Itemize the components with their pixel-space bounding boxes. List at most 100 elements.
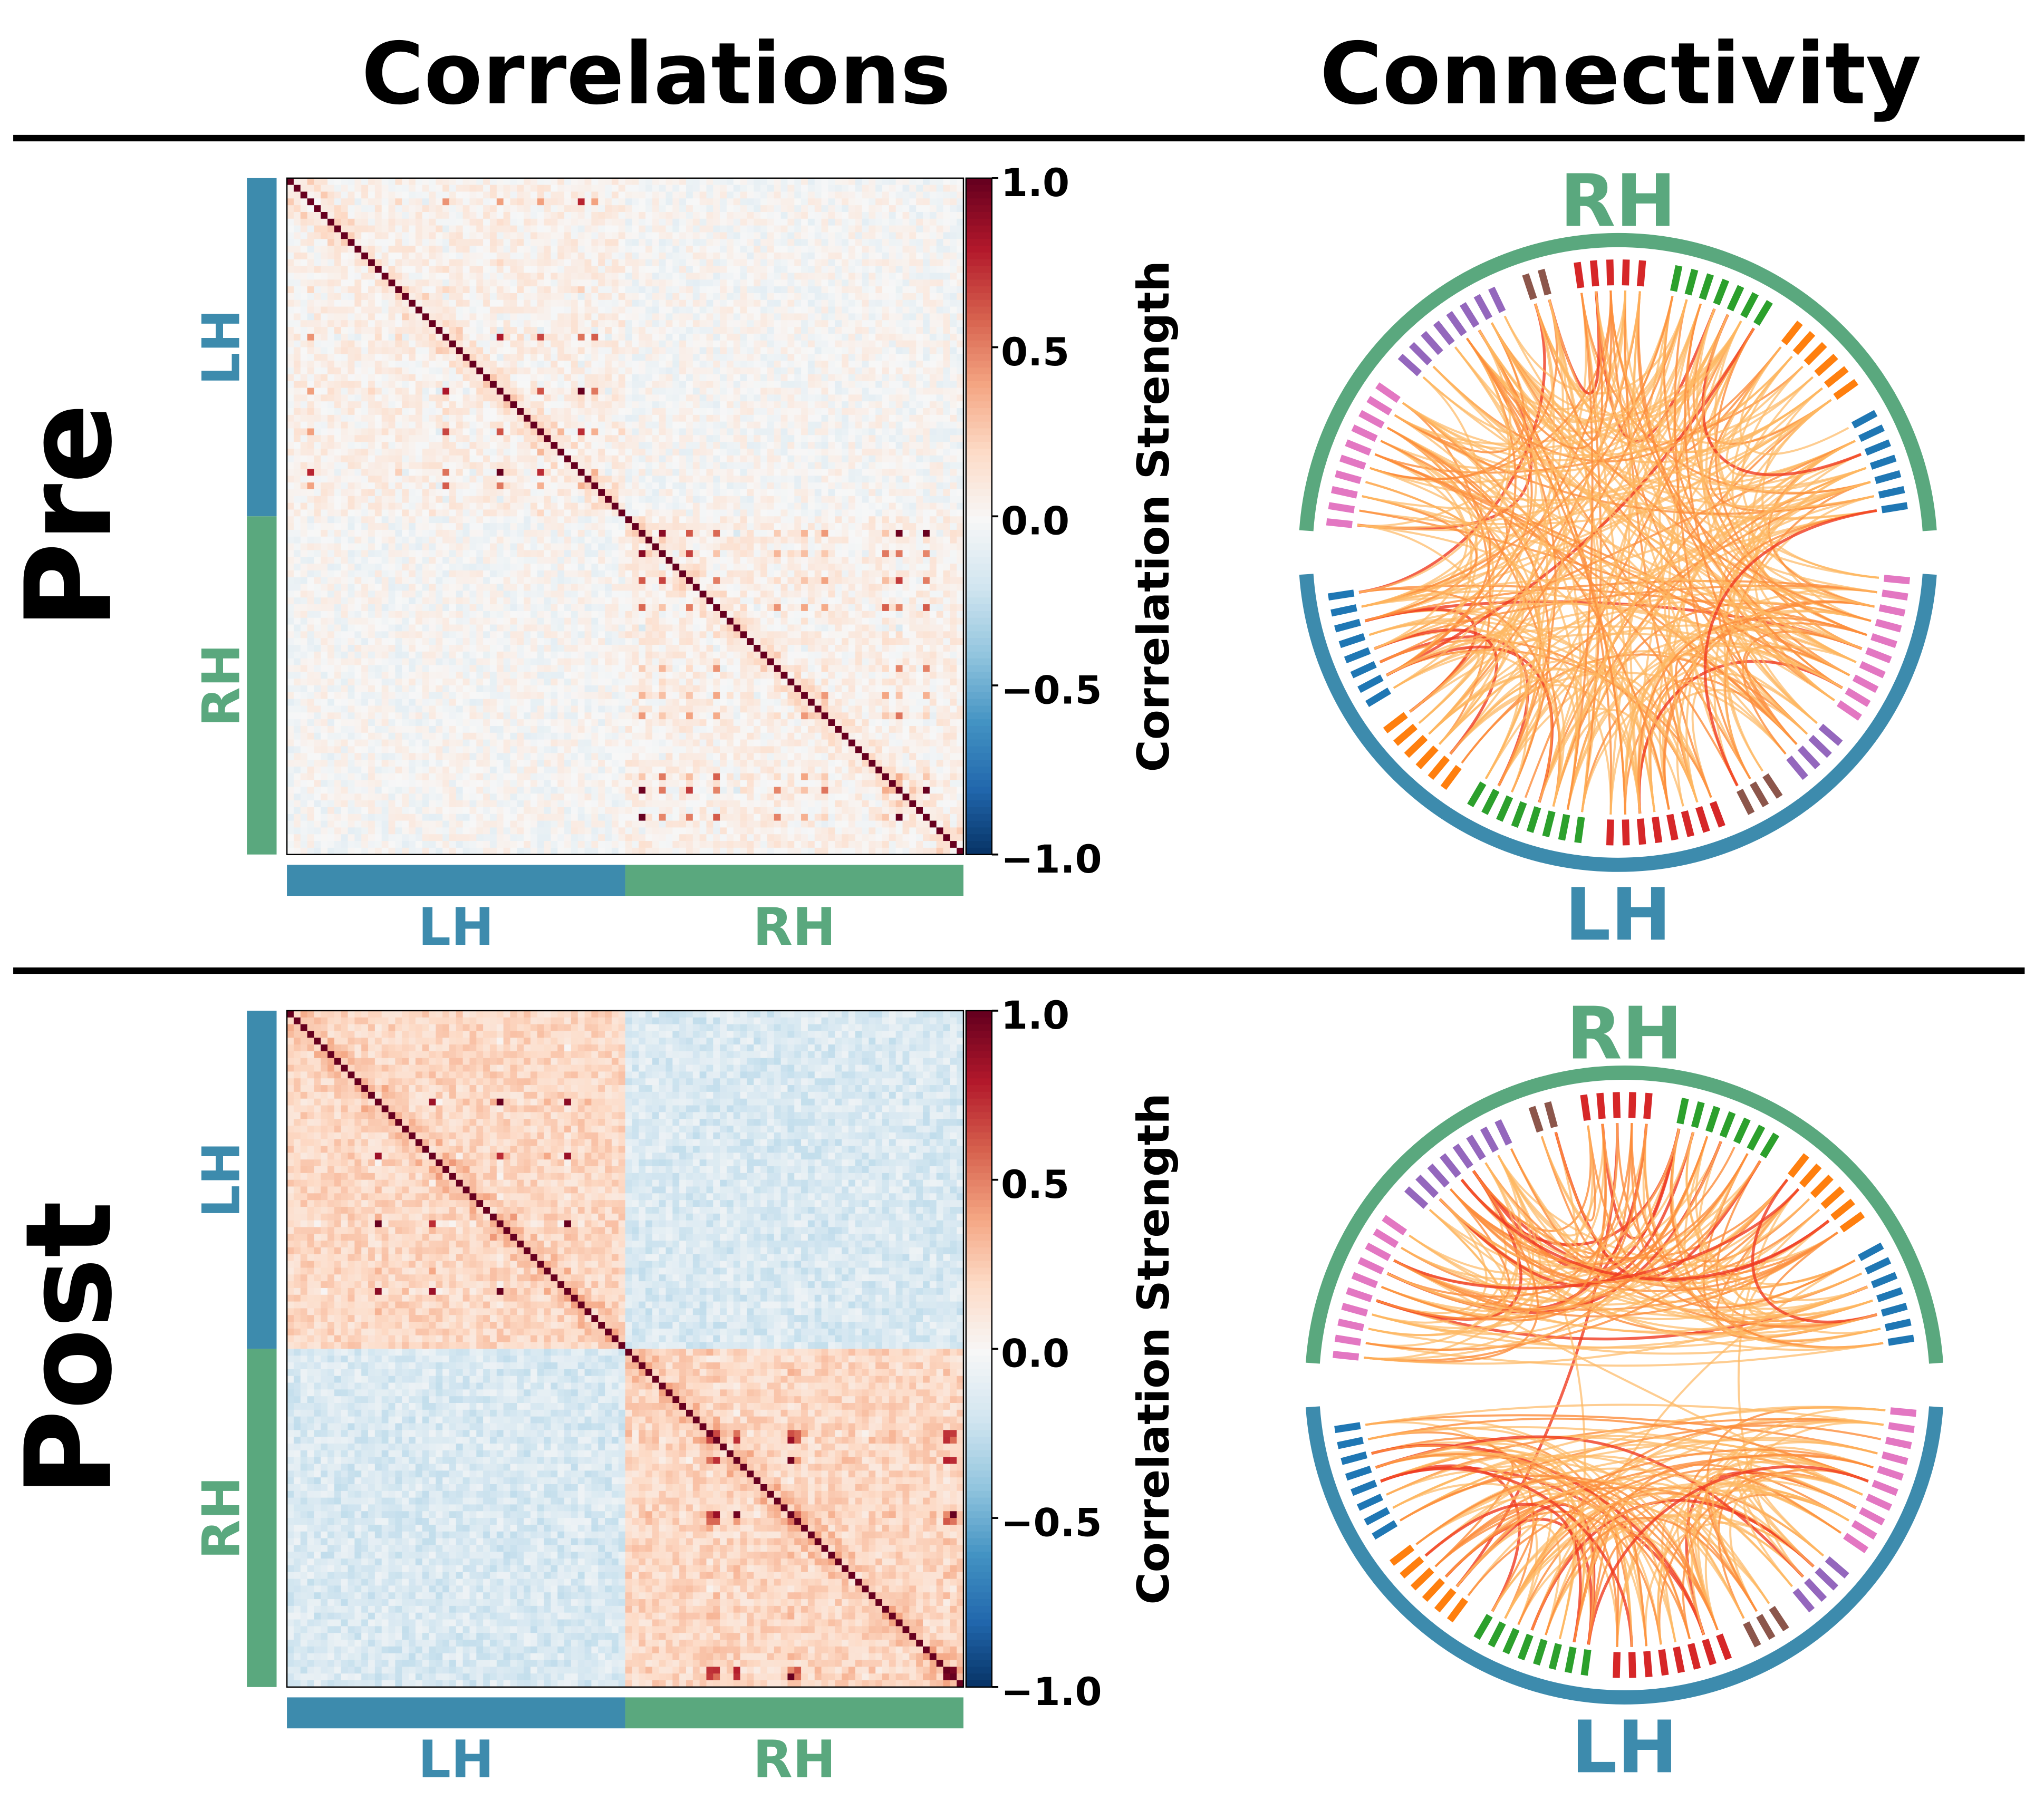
heatmap-cell bbox=[848, 205, 856, 212]
heatmap-cell bbox=[618, 489, 626, 497]
heatmap-cell bbox=[639, 401, 646, 409]
heatmap-cell bbox=[807, 259, 815, 267]
heatmap-cell bbox=[754, 462, 761, 470]
heatmap-cell bbox=[496, 198, 504, 206]
heatmap-cell bbox=[855, 279, 863, 287]
heatmap-cell bbox=[889, 489, 896, 497]
heatmap-cell bbox=[381, 279, 389, 287]
heatmap-cell bbox=[645, 462, 653, 470]
heatmap-cell bbox=[780, 205, 788, 212]
heatmap-cell bbox=[354, 198, 362, 206]
heatmap-cell bbox=[436, 273, 443, 280]
heatmap-cell bbox=[652, 449, 660, 456]
heatmap-cell bbox=[591, 449, 599, 456]
heatmap-cell bbox=[767, 449, 775, 456]
heatmap-cell bbox=[300, 246, 308, 253]
heatmap-cell bbox=[733, 394, 741, 402]
heatmap-cell bbox=[456, 435, 464, 442]
heatmap-cell bbox=[842, 401, 849, 409]
heatmap-cell bbox=[659, 381, 667, 389]
heatmap-cell bbox=[794, 374, 802, 382]
heatmap-cell bbox=[530, 327, 538, 334]
heatmap-cell bbox=[402, 367, 409, 375]
heatmap-cell bbox=[828, 211, 835, 219]
heatmap-cell bbox=[922, 198, 930, 206]
heatmap-cell bbox=[869, 401, 876, 409]
heatmap-cell bbox=[895, 361, 903, 368]
heatmap-cell bbox=[672, 218, 680, 226]
heatmap-cell bbox=[672, 273, 680, 280]
heatmap-cell bbox=[814, 374, 822, 382]
heatmap-cell bbox=[361, 476, 369, 483]
heatmap-cell bbox=[374, 333, 382, 341]
heatmap-cell bbox=[307, 232, 315, 240]
heatmap-cell bbox=[334, 361, 342, 368]
heatmap-cell bbox=[895, 496, 903, 504]
heatmap-cell bbox=[929, 401, 937, 409]
heatmap-cell bbox=[632, 408, 639, 415]
heatmap-cell bbox=[287, 178, 294, 186]
heatmap-cell bbox=[374, 246, 382, 253]
heatmap-cell bbox=[517, 442, 524, 449]
heatmap-cell bbox=[436, 374, 443, 382]
heatmap-cell bbox=[916, 266, 923, 274]
heatmap-cell bbox=[307, 347, 315, 355]
heatmap-cell bbox=[692, 354, 700, 361]
heatmap-cell bbox=[611, 198, 619, 206]
heatmap-cell bbox=[929, 266, 937, 274]
heatmap-cell bbox=[706, 347, 714, 355]
heatmap-cell bbox=[957, 299, 964, 307]
heatmap-cell bbox=[686, 354, 693, 361]
heatmap-cell bbox=[334, 469, 342, 477]
heatmap-cell bbox=[381, 286, 389, 294]
heatmap-cell bbox=[801, 401, 808, 409]
heatmap-cell bbox=[692, 442, 700, 449]
heatmap-cell bbox=[625, 374, 633, 382]
heatmap-cell bbox=[524, 381, 531, 389]
heatmap-cell bbox=[645, 482, 653, 490]
heatmap-cell bbox=[767, 225, 775, 233]
heatmap-cell bbox=[307, 428, 315, 436]
heatmap-cell bbox=[842, 502, 849, 510]
heatmap-cell bbox=[842, 252, 849, 260]
heatmap-cell bbox=[929, 232, 937, 240]
heatmap-cell bbox=[869, 462, 876, 470]
heatmap-cell bbox=[929, 299, 937, 307]
heatmap-cell bbox=[862, 333, 870, 341]
heatmap-cell bbox=[476, 239, 484, 246]
heatmap-cell bbox=[747, 320, 755, 327]
heatmap-cell bbox=[895, 313, 903, 321]
heatmap-cell bbox=[469, 401, 477, 409]
heatmap-cell bbox=[767, 185, 775, 192]
heatmap-cell bbox=[300, 469, 308, 477]
heatmap-cell bbox=[314, 347, 321, 355]
heatmap-cell bbox=[591, 320, 599, 327]
heatmap-cell bbox=[557, 421, 565, 429]
heatmap-cell bbox=[652, 509, 660, 517]
heatmap-cell bbox=[415, 354, 423, 361]
heatmap-cell bbox=[936, 388, 944, 395]
heatmap-cell bbox=[807, 394, 815, 402]
heatmap-cell bbox=[510, 388, 518, 395]
heatmap-cell bbox=[422, 401, 430, 409]
heatmap-cell bbox=[341, 388, 349, 395]
heatmap-cell bbox=[469, 462, 477, 470]
heatmap-cell bbox=[713, 205, 720, 212]
heatmap-cell bbox=[354, 428, 362, 436]
heatmap-cell bbox=[300, 455, 308, 463]
heatmap-cell bbox=[354, 299, 362, 307]
heatmap-cell bbox=[855, 502, 863, 510]
heatmap-cell bbox=[517, 320, 524, 327]
heatmap-cell bbox=[713, 482, 720, 490]
heatmap-cell bbox=[381, 205, 389, 212]
heatmap-cell bbox=[692, 347, 700, 355]
heatmap-cell bbox=[760, 476, 768, 483]
heatmap-cell bbox=[726, 306, 734, 314]
heatmap-cell bbox=[733, 388, 741, 395]
heatmap-cell bbox=[875, 259, 883, 267]
heatmap-cell bbox=[835, 374, 842, 382]
heatmap-cell bbox=[321, 327, 328, 334]
heatmap-cell bbox=[409, 442, 416, 449]
heatmap-cell bbox=[287, 225, 294, 233]
heatmap-cell bbox=[483, 455, 490, 463]
